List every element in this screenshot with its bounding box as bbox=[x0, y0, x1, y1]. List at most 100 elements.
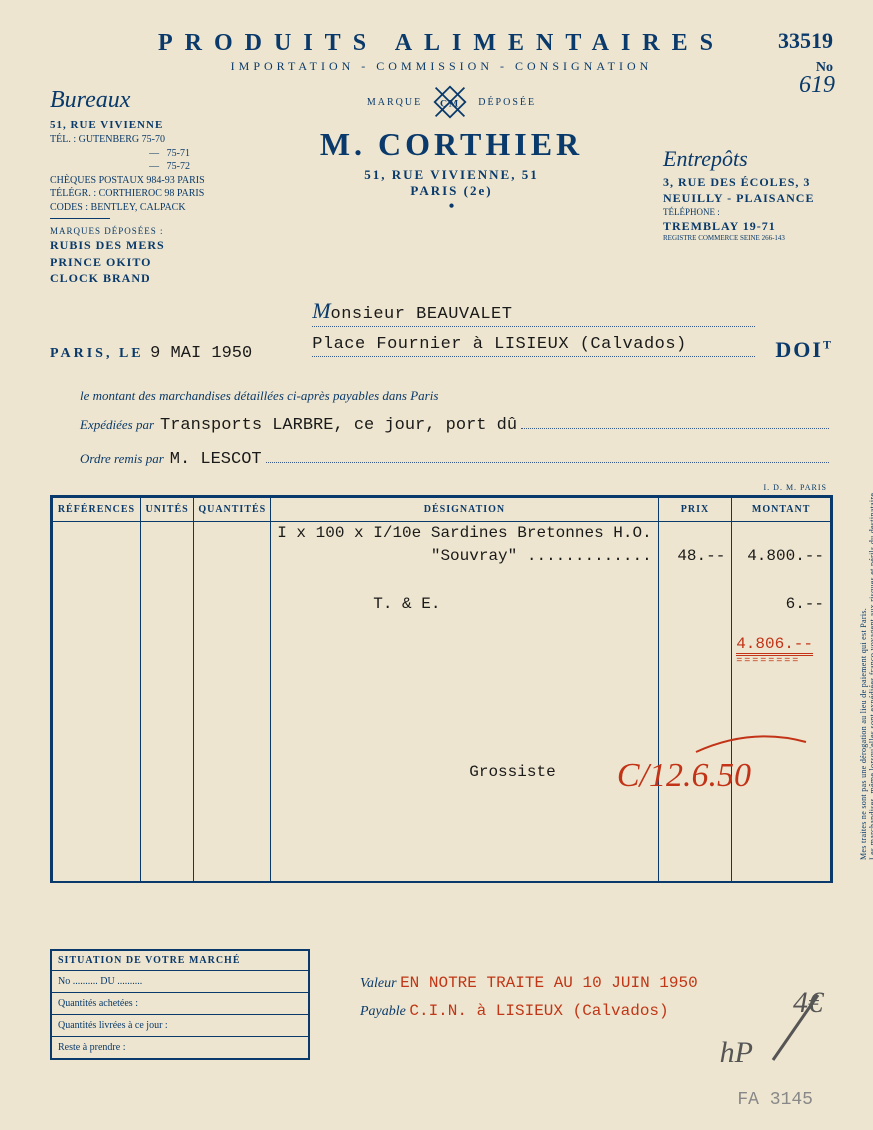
date-value: 9 MAI 1950 bbox=[150, 344, 252, 363]
cell-unit bbox=[140, 521, 193, 545]
body-line1: le montant des marchandises détaillées c… bbox=[80, 383, 438, 409]
cell-desig bbox=[271, 665, 658, 689]
table-row bbox=[53, 641, 831, 665]
cell-prix: 48.-- bbox=[658, 545, 732, 569]
cell-prix bbox=[658, 857, 732, 881]
cell-qty bbox=[194, 833, 271, 857]
cell-ref bbox=[53, 785, 141, 809]
entrepots-tel-label: TÉLÉPHONE : bbox=[663, 206, 833, 218]
situation-row4: Reste à prendre : bbox=[52, 1037, 308, 1058]
table-row bbox=[53, 809, 831, 833]
table-row: "Souvray" .............48.--4.800.-- bbox=[53, 545, 831, 569]
situation-du: DU bbox=[100, 976, 114, 987]
cell-desig: "Souvray" ............. bbox=[271, 545, 658, 569]
body-line3-print: Ordre remis par bbox=[80, 446, 164, 472]
tel3: 75-72 bbox=[167, 161, 190, 172]
cell-unit bbox=[140, 761, 193, 785]
payable-label: Payable bbox=[360, 1004, 406, 1019]
cell-qty bbox=[194, 545, 271, 569]
cell-ref bbox=[53, 545, 141, 569]
cell-prix bbox=[658, 521, 732, 545]
cell-montant bbox=[732, 569, 831, 593]
invoice-table-wrap: I. D. M. PARIS RÉFÉRENCES UNITÉS QUANTIT… bbox=[50, 495, 833, 884]
invoice-number-hand: 619 bbox=[799, 72, 835, 99]
cell-prix bbox=[658, 809, 732, 833]
cell-unit bbox=[140, 713, 193, 737]
th-prix: PRIX bbox=[658, 497, 732, 521]
cell-qty bbox=[194, 641, 271, 665]
total-value: 4.806.-- bbox=[736, 635, 813, 656]
cell-desig bbox=[271, 641, 658, 665]
client-address: Place Fournier à LISIEUX (Calvados) bbox=[312, 335, 687, 354]
cell-ref bbox=[53, 833, 141, 857]
th-montant: MONTANT bbox=[732, 497, 831, 521]
cell-qty bbox=[194, 713, 271, 737]
center-header: MARQUE CM DÉPOSÉE M. CORTHIER 51, RUE VI… bbox=[270, 84, 633, 212]
header-title: PRODUITS ALIMENTAIRES bbox=[50, 30, 833, 57]
entrepots-addr2: NEUILLY - PLAISANCE bbox=[663, 190, 833, 206]
tel1: 75-70 bbox=[142, 134, 165, 145]
cell-ref bbox=[53, 665, 141, 689]
cell-unit bbox=[140, 857, 193, 881]
logo-icon: CM bbox=[432, 84, 468, 120]
total-red: 4.806.-- ======== bbox=[736, 635, 813, 667]
table-row bbox=[53, 833, 831, 857]
side-l2: Les marchandises, même lorsqu'elles sont… bbox=[868, 460, 873, 860]
cell-qty bbox=[194, 665, 271, 689]
company-name: M. CORTHIER bbox=[270, 126, 633, 163]
cell-montant bbox=[732, 857, 831, 881]
marque-left: MARQUE bbox=[367, 97, 422, 108]
cell-ref bbox=[53, 569, 141, 593]
th-unit: UNITÉS bbox=[140, 497, 193, 521]
cell-unit bbox=[140, 593, 193, 617]
cell-qty bbox=[194, 521, 271, 545]
cell-unit bbox=[140, 737, 193, 761]
table-row bbox=[53, 689, 831, 713]
body-lines: le montant des marchandises détaillées c… bbox=[80, 383, 833, 477]
cell-qty bbox=[194, 737, 271, 761]
cell-prix bbox=[658, 617, 732, 641]
cell-ref bbox=[53, 521, 141, 545]
cell-qty bbox=[194, 809, 271, 833]
registre: REGISTRE COMMERCE SEINE 266-143 bbox=[663, 234, 833, 243]
cell-ref bbox=[53, 761, 141, 785]
brand1: RUBIS DES MERS bbox=[50, 237, 270, 253]
marques-title: MARQUES DÉPOSÉES : bbox=[50, 225, 270, 237]
cell-unit bbox=[140, 785, 193, 809]
entrepots-block: Entrepôts 3, RUE DES ÉCOLES, 3 NEUILLY -… bbox=[633, 84, 833, 244]
cell-ref bbox=[53, 809, 141, 833]
cell-ref bbox=[53, 857, 141, 881]
entrepots-title: Entrepôts bbox=[663, 144, 833, 174]
cell-qty bbox=[194, 857, 271, 881]
cell-desig: I x 100 x I/10e Sardines Bretonnes H.O. bbox=[271, 521, 658, 545]
th-desig: DÉSIGNATION bbox=[271, 497, 658, 521]
bureaux-title: Bureaux bbox=[50, 84, 270, 116]
hand-stroke-icon bbox=[763, 990, 833, 1070]
cell-montant: 4.800.-- bbox=[732, 545, 831, 569]
doit-sup: T bbox=[823, 338, 833, 352]
table-row bbox=[53, 665, 831, 689]
cell-qty bbox=[194, 761, 271, 785]
header-subtitle: IMPORTATION - COMMISSION - CONSIGNATION bbox=[50, 59, 833, 74]
date-block: PARIS, LE 9 MAI 1950 bbox=[50, 344, 252, 363]
cell-prix bbox=[658, 689, 732, 713]
client-m: M bbox=[312, 298, 330, 323]
cell-prix bbox=[658, 593, 732, 617]
cell-qty bbox=[194, 617, 271, 641]
invoice-number-block: 33519 bbox=[778, 28, 833, 54]
tel2: 75-71 bbox=[167, 148, 190, 159]
body-line2-typed: Transports LARBRE, ce jour, port dû bbox=[160, 409, 517, 443]
cell-unit bbox=[140, 665, 193, 689]
doit-text: DOI bbox=[775, 337, 823, 362]
valeur-value: EN NOTRE TRAITE AU 10 JUIN 1950 bbox=[400, 974, 698, 992]
body-line2-print: Expédiées par bbox=[80, 412, 154, 438]
cell-desig: T. & E. bbox=[271, 593, 658, 617]
cell-unit bbox=[140, 569, 193, 593]
table-row: T. & E. 6.-- bbox=[53, 593, 831, 617]
svg-text:CM: CM bbox=[440, 99, 460, 110]
cell-montant: 6.-- bbox=[732, 593, 831, 617]
cell-montant bbox=[732, 809, 831, 833]
printer-mark: I. D. M. PARIS bbox=[764, 483, 828, 492]
cell-qty bbox=[194, 785, 271, 809]
red-stroke-icon bbox=[691, 722, 811, 762]
